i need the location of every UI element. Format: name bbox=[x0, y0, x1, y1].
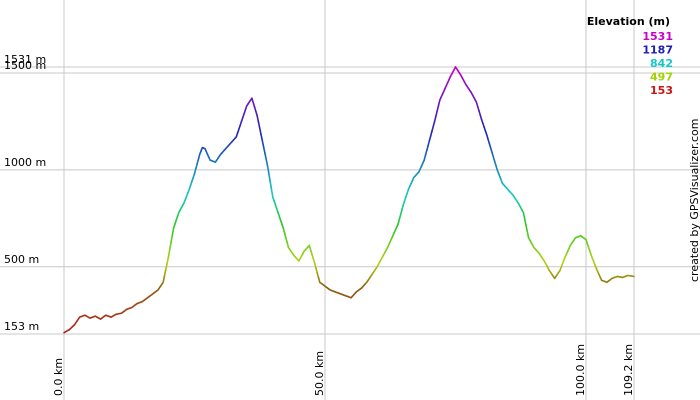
elevation-segment-40-0 bbox=[266, 165, 270, 175]
elevation-segment-19-0 bbox=[162, 275, 166, 284]
elevation-segment-25-2 bbox=[196, 158, 200, 165]
elevation-segment-20-0 bbox=[167, 249, 171, 258]
elevation-segment-70-1 bbox=[424, 149, 428, 157]
elevation-segment-71-3 bbox=[432, 120, 436, 128]
elevation-segment-43-0 bbox=[282, 227, 286, 234]
y-tick-label-2: 1000 m bbox=[4, 156, 46, 169]
x-tick-label-0: 0.0 km bbox=[52, 358, 65, 396]
legend-entry-1: 1187 bbox=[642, 44, 673, 57]
x-tick-label-1: 50.0 km bbox=[313, 351, 326, 396]
legend-title: Elevation (m) bbox=[587, 15, 670, 28]
elevation-segment-19-2 bbox=[164, 262, 168, 271]
elevation-segment-40-1 bbox=[268, 172, 271, 183]
x-tick-label-3: 109.2 km bbox=[622, 344, 635, 396]
elevation-segment-89-0 bbox=[522, 211, 526, 220]
y-tick-label-3: 1500 m bbox=[4, 59, 46, 72]
elevation-segment-40-2 bbox=[269, 180, 273, 191]
x-axis-labels: 0.0 km 50.0 km 100.0 km 109.2 km bbox=[52, 344, 635, 396]
elevation-segment-89-3 bbox=[526, 230, 530, 239]
elevation-segment-72-2 bbox=[436, 104, 440, 112]
elevation-segment-39-1 bbox=[262, 146, 266, 155]
elevation-segment-70-2 bbox=[425, 144, 429, 152]
y-tick-label-0: 153 m bbox=[4, 320, 39, 333]
elevation-segment-40-3 bbox=[270, 188, 274, 198]
elevation-segment-20-3 bbox=[171, 227, 175, 237]
elevation-segment-72-1 bbox=[435, 109, 439, 117]
elevation-segment-89-1 bbox=[523, 218, 527, 226]
elevation-segment-65-1 bbox=[398, 213, 402, 221]
elevation-segment-38-2 bbox=[258, 127, 262, 136]
y-tick-label-4: 1531 m bbox=[4, 53, 46, 66]
elevation-segment-43-3 bbox=[286, 241, 290, 249]
elevation-segment-38-3 bbox=[260, 133, 264, 142]
y-tick-label-1: 500 m bbox=[4, 253, 39, 266]
elevation-segment-71-1 bbox=[429, 130, 433, 137]
elevation-segment-39-0 bbox=[261, 140, 265, 148]
elevation-segment-39-2 bbox=[264, 152, 268, 161]
elevation-line bbox=[63, 66, 635, 334]
legend-entry-2: 842 bbox=[650, 57, 673, 70]
elevation-segment-65-2 bbox=[399, 208, 403, 216]
legend-entry-4: 153 bbox=[650, 84, 673, 97]
elevation-segment-20-1 bbox=[168, 241, 172, 251]
elevation-segment-19-3 bbox=[166, 256, 170, 265]
elevation-segment-49-2 bbox=[316, 271, 320, 279]
legend-entry-3: 497 bbox=[650, 71, 673, 84]
x-tick-label-2: 100.0 km bbox=[574, 344, 587, 396]
elevation-segment-25-1 bbox=[195, 163, 198, 170]
elevation-segment-38-1 bbox=[257, 121, 261, 130]
elevation-segment-71-2 bbox=[431, 125, 435, 132]
credit-text: created by GPSVisualizer.com bbox=[688, 119, 700, 282]
elevation-segment-20-2 bbox=[170, 234, 174, 244]
elevation-segment-43-2 bbox=[285, 236, 288, 244]
elevation-segment-72-0 bbox=[433, 115, 437, 123]
elevation-segment-49-3 bbox=[317, 276, 321, 284]
elevation-segment-19-1 bbox=[163, 268, 167, 277]
elevation-segment-89-2 bbox=[525, 224, 529, 233]
elevation-segment-65-3 bbox=[401, 203, 405, 211]
elevation-segment-49-1 bbox=[315, 266, 318, 274]
elevation-segment-39-3 bbox=[265, 158, 269, 167]
elevation-segment-38-0 bbox=[256, 114, 260, 123]
elevation-segment-43-1 bbox=[283, 232, 287, 239]
elevation-segment-70-3 bbox=[427, 140, 431, 147]
elevation-segment-72-3 bbox=[437, 99, 441, 107]
legend-entry-0: 1531 bbox=[642, 30, 673, 43]
elevation-segment-25-0 bbox=[193, 168, 197, 175]
elevation-segment-70-0 bbox=[423, 154, 427, 161]
elevation-segment-49-0 bbox=[313, 262, 317, 269]
elevation-segment-65-0 bbox=[397, 218, 401, 225]
elevation-segment-25-3 bbox=[197, 153, 201, 161]
elevation-segment-71-0 bbox=[428, 135, 432, 142]
